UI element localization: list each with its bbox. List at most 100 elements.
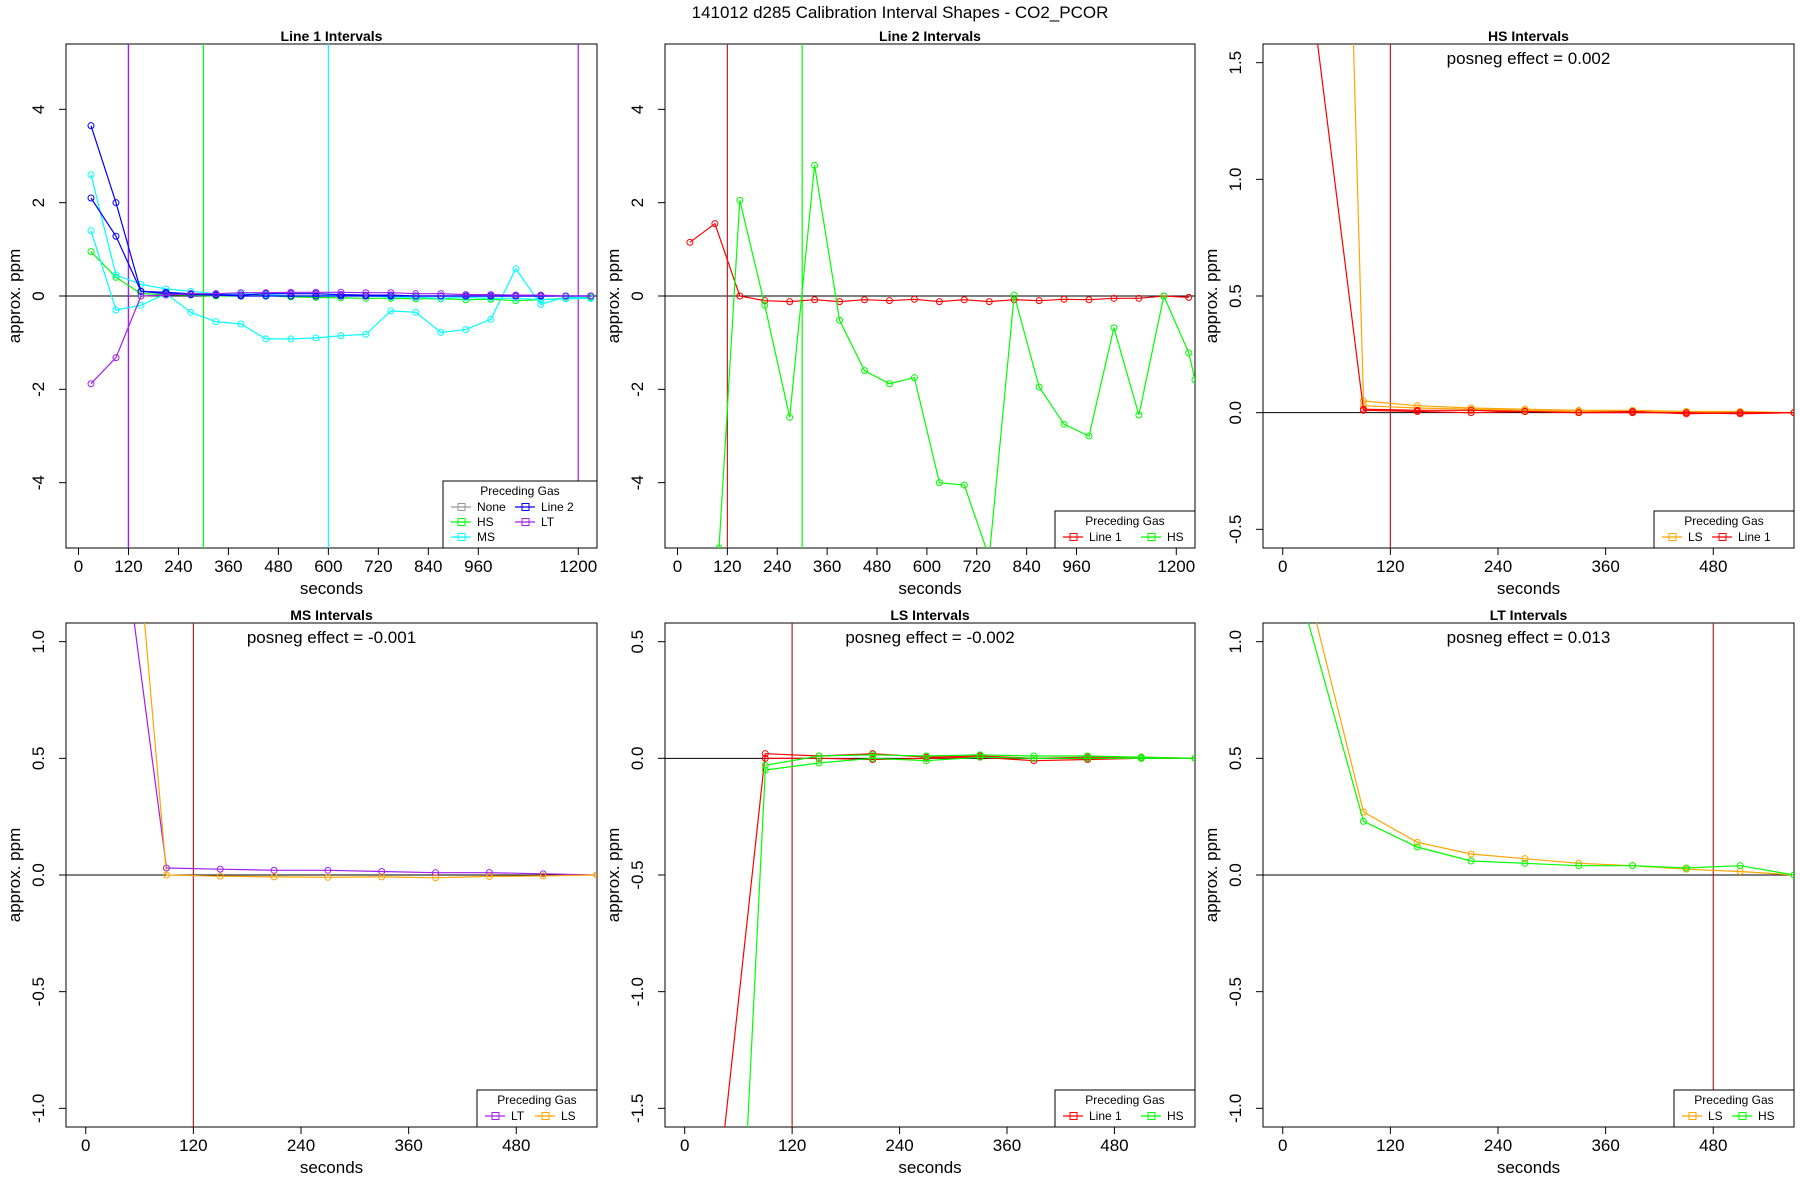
panel-5-series-hs-point bbox=[976, 753, 984, 761]
panel-1-series-ms-point bbox=[362, 330, 370, 338]
panel-4-ytick-label: -1.0 bbox=[29, 1094, 48, 1123]
panel-2-series-hs-line bbox=[718, 165, 1195, 548]
panel-1-series-line-2-point bbox=[412, 292, 420, 300]
panel-2-series-line-1-point bbox=[686, 238, 694, 246]
panel-5-annotation: posneg effect = -0.002 bbox=[845, 628, 1014, 647]
panel-1-legend-marker bbox=[457, 503, 466, 511]
panel-4-series-ls-point bbox=[593, 871, 597, 879]
panel-4-annotation: posneg effect = -0.001 bbox=[247, 628, 416, 647]
panel-1-ytick-label: -2 bbox=[29, 382, 48, 397]
panel-2-series-line-1-point bbox=[1085, 296, 1093, 304]
panel-1-legend-item: HS bbox=[451, 515, 494, 529]
panel-2-series-line-1-point bbox=[1060, 295, 1068, 303]
panel-3-series-line-1-point bbox=[1311, 13, 1317, 19]
panel-2-xtick-label: 120 bbox=[713, 557, 741, 576]
panel-2-series-hs-point bbox=[715, 544, 723, 548]
panel-5-xtick-label: 120 bbox=[778, 1136, 806, 1155]
panel-5-series-hs-point bbox=[1030, 754, 1038, 762]
panel-2-series-hs-point bbox=[811, 161, 819, 169]
panel-1-series-line-2-line bbox=[90, 197, 591, 297]
panel-1-xtick-label: 840 bbox=[414, 557, 442, 576]
panel-1-series-lt-point bbox=[487, 291, 495, 299]
panel-5-legend-label: Line 1 bbox=[1089, 1109, 1122, 1123]
panel-1-ylabel: approx. ppm bbox=[5, 249, 24, 344]
panel-5-legend-marker bbox=[1147, 1112, 1156, 1120]
panel-6-series-hs-point bbox=[1467, 857, 1475, 865]
panel-6-legend-label: LS bbox=[1708, 1109, 1723, 1123]
panel-3-series-line-1-point bbox=[1682, 410, 1690, 418]
panel-2-series-hs-point bbox=[910, 374, 918, 382]
panel-3-xtick-label: 240 bbox=[1484, 557, 1512, 576]
panel-1-xtick-label: 120 bbox=[114, 557, 142, 576]
panel-2-legend-marker bbox=[1147, 533, 1156, 541]
panel-2-series-line-1-point bbox=[985, 298, 993, 306]
panel-6-xlabel: seconds bbox=[1497, 1158, 1560, 1177]
panel-3-title: HS Intervals bbox=[1488, 28, 1569, 44]
panel-2-series-hs-point bbox=[1160, 292, 1168, 300]
panel-2-title: Line 2 Intervals bbox=[879, 28, 981, 44]
panel-2-series-hs-point bbox=[1110, 324, 1118, 332]
panel-5-series-hs-point bbox=[869, 751, 877, 759]
panel-5-title: LS Intervals bbox=[890, 607, 970, 623]
panel-6-legend-marker bbox=[1688, 1112, 1697, 1120]
panel-4-series-lt-point bbox=[378, 868, 386, 875]
panel-2-series-hs-point bbox=[1035, 383, 1043, 391]
panel-3-series-line-1-point bbox=[1413, 406, 1421, 414]
panel-5-legend-title: Preceding Gas bbox=[1085, 1093, 1164, 1107]
panel-1-series-lt-point bbox=[212, 290, 220, 298]
panel-2-series-line-1-point bbox=[960, 296, 968, 304]
panel-1-series-ms-point bbox=[212, 318, 220, 326]
panel-4-series-lt-point bbox=[216, 865, 224, 873]
panel-3-xlabel: seconds bbox=[1497, 579, 1560, 598]
panel-1-series-lt-point bbox=[362, 289, 370, 297]
panel-3-series-line-1-point bbox=[1467, 409, 1475, 417]
panel-5-ytick-label: -0.5 bbox=[628, 860, 647, 889]
panel-1-xtick-label: 720 bbox=[364, 557, 392, 576]
panel-6-series-hs-point bbox=[1682, 864, 1690, 872]
panel-2-series-hs-point bbox=[761, 301, 769, 309]
panel-4-series-ls-point bbox=[324, 873, 332, 881]
panel-2-series-hs-point bbox=[885, 380, 893, 388]
panel-1-legend-label: MS bbox=[477, 530, 495, 544]
panel-4-series-lt-point bbox=[324, 866, 332, 874]
panel-2-series-line-1-point bbox=[786, 298, 794, 306]
panel-1-title: Line 1 Intervals bbox=[281, 28, 383, 44]
panel-1-series-ms-point bbox=[237, 320, 245, 328]
panel-1-legend-marker bbox=[521, 518, 530, 526]
panel-5-series-hs-point bbox=[1084, 752, 1092, 760]
panel-2-series-hs-point bbox=[736, 196, 744, 204]
panel-4-series-lt-point bbox=[270, 866, 278, 874]
panel-2-ytick-label: 0 bbox=[628, 291, 647, 300]
panel-1-series-lt-point bbox=[387, 289, 395, 297]
panel-1-legend-label: None bbox=[477, 500, 506, 514]
panel-1-legend-item: MS bbox=[451, 530, 495, 544]
panel-4-series-ls bbox=[144, 623, 597, 882]
panel-1-series-hs-point bbox=[462, 296, 470, 304]
panel-5-frame bbox=[664, 622, 1196, 1128]
panel-5-xtick-label: 360 bbox=[993, 1136, 1021, 1155]
panel-5-series-hs-point bbox=[1137, 753, 1145, 761]
panel-1-series-ms bbox=[87, 171, 595, 304]
panel-3-frame bbox=[1262, 43, 1795, 549]
panel-2-ylabel: approx. ppm bbox=[604, 249, 623, 344]
panel-2-series-line-1-point bbox=[736, 292, 744, 300]
panel-3-legend-title: Preceding Gas bbox=[1684, 514, 1763, 528]
panel-1-series-lt-point bbox=[312, 288, 320, 296]
panel-2-ytick-label: 2 bbox=[628, 198, 647, 207]
panel-3-ytick-label: 1.0 bbox=[1226, 168, 1245, 192]
panel-3-legend-box bbox=[1653, 510, 1795, 549]
panel-1-series-lt-point bbox=[412, 290, 420, 298]
panel-4-legend-item: LS bbox=[535, 1109, 576, 1123]
panel-5-legend-box bbox=[1054, 1089, 1196, 1128]
panel-1-series-lt-point bbox=[262, 289, 270, 297]
panel-1-series-ms-point bbox=[137, 301, 145, 309]
panel-1-xtick-label: 480 bbox=[264, 557, 292, 576]
panel-5-series-line-1-point bbox=[718, 1164, 724, 1170]
panel-5-series-hs-point bbox=[761, 766, 769, 774]
panel-1-xtick-label: 0 bbox=[74, 557, 83, 576]
panel-3-series-line-1-line bbox=[1363, 408, 1794, 415]
panel-2-series-line-1-point bbox=[1185, 293, 1193, 301]
panel-1-xtick-label: 600 bbox=[314, 557, 342, 576]
panel-6-ytick-label: 0.0 bbox=[1226, 863, 1245, 887]
